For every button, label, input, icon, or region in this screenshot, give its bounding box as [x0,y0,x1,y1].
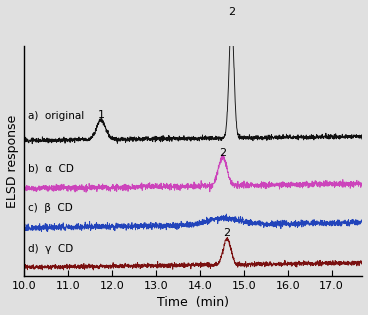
Text: d)  γ  CD: d) γ CD [28,244,73,254]
Text: b)  α  CD: b) α CD [28,163,74,173]
Text: c)  β  CD: c) β CD [28,203,72,213]
Text: 2: 2 [228,7,235,17]
Text: 2: 2 [223,228,231,238]
Text: 2: 2 [219,148,226,158]
X-axis label: Time  (min): Time (min) [157,296,229,309]
Y-axis label: ELSD response: ELSD response [6,115,18,208]
Text: 1: 1 [98,111,105,120]
Text: a)  original: a) original [28,111,84,121]
